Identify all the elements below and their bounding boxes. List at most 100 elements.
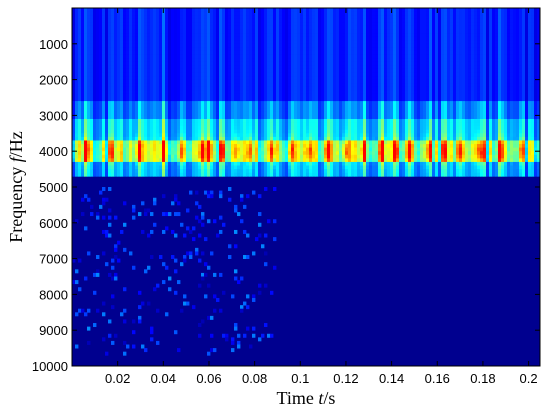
heatmap-cell [276, 15, 280, 20]
heatmap-cell [315, 154, 319, 159]
heatmap-cell [174, 33, 178, 38]
heatmap-cell [312, 101, 316, 106]
heatmap-cell [201, 272, 205, 277]
heatmap-cell [279, 151, 283, 156]
heatmap-cell [213, 36, 217, 41]
heatmap-cell [90, 133, 94, 138]
heatmap-cell [339, 25, 343, 30]
heatmap-cell [201, 140, 205, 145]
heatmap-cell [207, 40, 211, 45]
heatmap-cell [345, 22, 349, 27]
heatmap-cell [183, 172, 187, 177]
heatmap-cell [276, 161, 280, 166]
heatmap-cell [204, 272, 208, 277]
heatmap-cell [282, 22, 286, 27]
heatmap-cell [237, 50, 241, 55]
heatmap-cell [180, 147, 184, 152]
heatmap-cell [237, 333, 241, 338]
heatmap-cell [264, 15, 268, 20]
heatmap-cell [90, 54, 94, 59]
heatmap-cell [333, 33, 337, 38]
heatmap-cell [141, 161, 145, 166]
heatmap-cell [327, 58, 331, 63]
heatmap-cell [126, 158, 130, 163]
heatmap-cell [327, 68, 331, 73]
heatmap-cell [252, 61, 256, 66]
heatmap-cell [267, 140, 271, 145]
heatmap-cell [75, 165, 79, 170]
heatmap-cell [264, 151, 268, 156]
heatmap-cell [126, 147, 130, 152]
heatmap-cell [183, 258, 187, 263]
heatmap-cell [291, 47, 295, 52]
heatmap-cell [84, 79, 88, 84]
heatmap-cell [315, 58, 319, 63]
heatmap-cell [264, 29, 268, 34]
heatmap-cell [297, 33, 301, 38]
heatmap-cell [210, 133, 214, 138]
heatmap-cell [153, 36, 157, 41]
heatmap-cell [222, 47, 226, 52]
heatmap-cell [300, 54, 304, 59]
heatmap-cell [135, 144, 139, 149]
heatmap-cell [306, 25, 310, 30]
heatmap-cell [300, 22, 304, 27]
heatmap-cell [135, 118, 139, 123]
heatmap-cell [156, 58, 160, 63]
heatmap-cell [360, 40, 364, 45]
heatmap-cell [201, 276, 205, 281]
heatmap-cell [306, 140, 310, 145]
heatmap-cell [105, 93, 109, 98]
heatmap-cell [291, 165, 295, 170]
heatmap-cell [243, 115, 247, 120]
heatmap-cell [105, 158, 109, 163]
heatmap-cell [216, 11, 220, 16]
heatmap-cell [189, 154, 193, 159]
heatmap-cell [252, 40, 256, 45]
heatmap-cell [267, 68, 271, 73]
heatmap-cell [99, 144, 103, 149]
heatmap-cell [207, 154, 211, 159]
heatmap-cell [183, 122, 187, 127]
heatmap-cell [168, 122, 172, 127]
heatmap-cell [345, 118, 349, 123]
heatmap-cell [234, 61, 238, 66]
heatmap-cell [234, 122, 238, 127]
heatmap-cell [117, 72, 121, 77]
heatmap-cell [219, 68, 223, 73]
heatmap-cell [129, 72, 133, 77]
heatmap-cell [345, 68, 349, 73]
heatmap-cell [240, 40, 244, 45]
heatmap-cell [204, 133, 208, 138]
heatmap-cell [216, 65, 220, 70]
heatmap-cell [96, 18, 100, 23]
heatmap-cell [198, 258, 202, 263]
heatmap-cell [336, 29, 340, 34]
heatmap-cell [174, 151, 178, 156]
heatmap-cell [144, 72, 148, 77]
heatmap-cell [234, 133, 238, 138]
heatmap-cell [219, 161, 223, 166]
heatmap-cell [222, 122, 226, 127]
heatmap-cell [231, 144, 235, 149]
heatmap-cell [195, 154, 199, 159]
heatmap-cell [228, 255, 232, 259]
heatmap-cell [234, 79, 238, 84]
heatmap-cell [330, 154, 334, 159]
heatmap-cell [321, 154, 325, 159]
heatmap-cell [195, 133, 199, 138]
heatmap-cell [210, 58, 214, 63]
heatmap-cell [255, 111, 259, 116]
heatmap-cell [234, 104, 238, 109]
heatmap-cell [204, 237, 208, 242]
heatmap-cell [120, 50, 124, 55]
heatmap-cell [294, 172, 298, 177]
heatmap-cell [144, 58, 148, 63]
heatmap-cell [132, 97, 136, 102]
heatmap-cell [270, 83, 274, 88]
heatmap-cell [165, 90, 169, 95]
heatmap-cell [159, 54, 163, 59]
heatmap-cell [342, 50, 346, 55]
heatmap-cell [105, 43, 109, 48]
heatmap-cell [261, 25, 265, 30]
